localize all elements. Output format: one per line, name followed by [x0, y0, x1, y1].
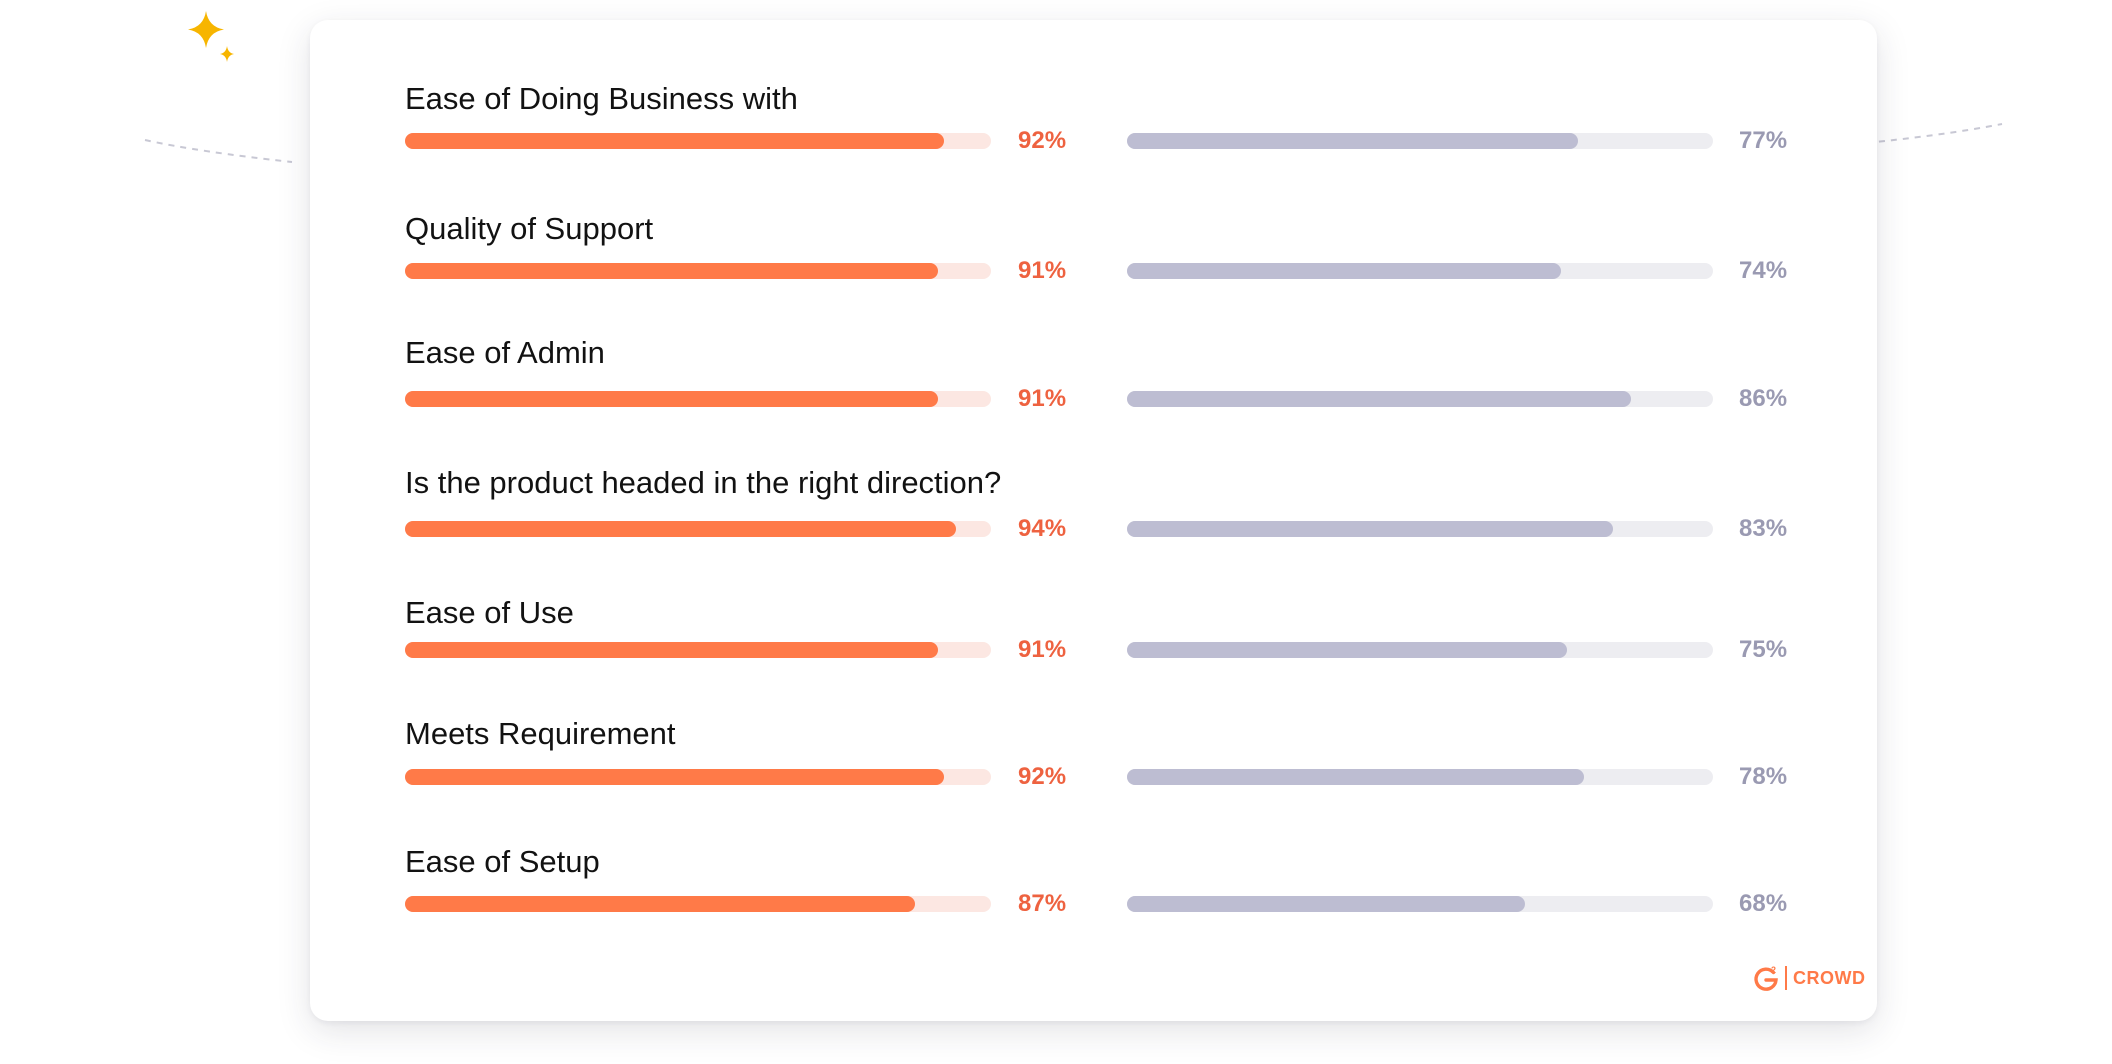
category-label: Ease of Doing Business with — [405, 81, 798, 116]
value-label: 77% — [1739, 127, 1788, 154]
bar-fill — [1127, 263, 1561, 279]
bar-fill — [405, 642, 938, 658]
g2-logo-icon: 2 — [1754, 965, 1778, 991]
value-label: 87% — [1018, 890, 1067, 917]
value-label: 75% — [1739, 636, 1788, 663]
bar-track — [405, 263, 991, 279]
bar-track — [1127, 896, 1713, 912]
brand-name: CROWD — [1793, 967, 1866, 988]
category-label: Quality of Support — [405, 211, 654, 246]
value-label: 86% — [1739, 385, 1788, 412]
bar-track — [1127, 263, 1713, 279]
bar-track — [1127, 133, 1713, 149]
bar-track — [405, 896, 991, 912]
value-label: 91% — [1018, 636, 1067, 663]
bar-track — [405, 133, 991, 149]
svg-text:2: 2 — [1771, 965, 1776, 975]
bar-track — [405, 521, 991, 537]
value-label: 83% — [1739, 515, 1788, 542]
bar-fill — [1127, 896, 1525, 912]
value-label: 92% — [1018, 127, 1067, 154]
bar-track — [1127, 769, 1713, 785]
bar-fill — [405, 521, 956, 537]
bar-track — [1127, 391, 1713, 407]
value-label: 94% — [1018, 515, 1067, 542]
bar-fill — [405, 263, 938, 279]
category-label: Ease of Use — [405, 595, 574, 630]
bar-track — [405, 642, 991, 658]
bar-track — [1127, 642, 1713, 658]
bar-fill — [405, 133, 944, 149]
logo-divider — [1785, 966, 1787, 990]
bar-fill — [405, 769, 944, 785]
bar-fill — [1127, 769, 1584, 785]
value-label: 92% — [1018, 763, 1067, 790]
sparkle-icon — [188, 11, 234, 62]
bar-fill — [1127, 642, 1567, 658]
value-label: 91% — [1018, 385, 1067, 412]
g2-crowd-logo: 2 CROWD — [1751, 963, 1866, 993]
ratings-card — [310, 20, 1877, 1021]
category-label: Ease of Setup — [405, 844, 600, 879]
bar-fill — [1127, 391, 1631, 407]
value-label: 68% — [1739, 890, 1788, 917]
bar-fill — [405, 391, 938, 407]
value-label: 78% — [1739, 763, 1788, 790]
category-label: Is the product headed in the right direc… — [405, 465, 1002, 500]
bar-track — [1127, 521, 1713, 537]
value-label: 74% — [1739, 257, 1788, 284]
category-label: Meets Requirement — [405, 716, 676, 751]
category-label: Ease of Admin — [405, 335, 605, 370]
bar-fill — [1127, 521, 1613, 537]
bar-fill — [1127, 133, 1578, 149]
value-label: 91% — [1018, 257, 1067, 284]
bar-track — [405, 391, 991, 407]
bar-track — [405, 769, 991, 785]
bar-fill — [405, 896, 915, 912]
